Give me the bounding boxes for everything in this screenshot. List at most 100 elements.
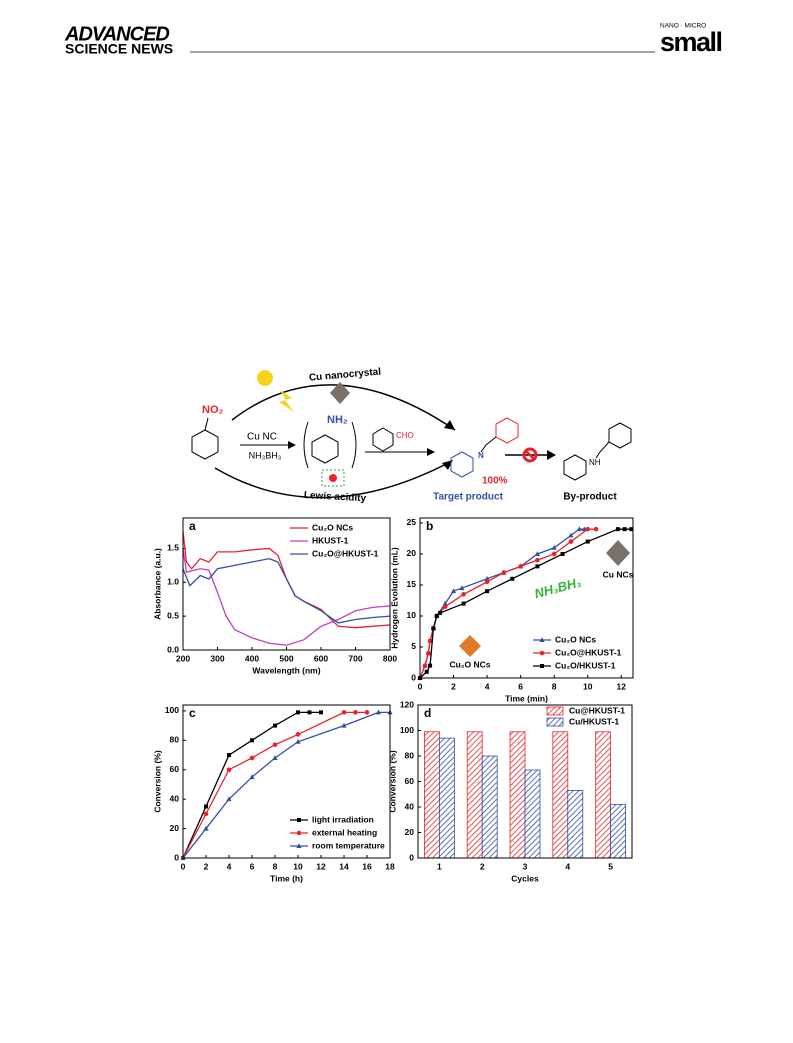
x-tick-label: 12: [617, 681, 627, 691]
light: [279, 390, 294, 412]
benzene: [563, 454, 587, 481]
marker: [585, 526, 591, 532]
marker: [442, 600, 448, 606]
series-line: [182, 548, 391, 646]
x-tick-label: 2: [451, 681, 456, 691]
y-tick-label: 40: [170, 793, 180, 803]
marker: [568, 532, 574, 538]
benzene: [311, 434, 339, 464]
panel-label: a: [189, 519, 196, 533]
marker: [450, 588, 457, 594]
marker: [484, 575, 490, 581]
y-tick-label: 0: [174, 852, 179, 862]
marker: [534, 551, 541, 556]
forbidden-bar: [525, 450, 535, 460]
bar: [424, 731, 440, 859]
y-tick-label: 1.5: [167, 543, 179, 553]
legend-label: Cu@HKUST-1: [569, 705, 625, 715]
legend-label: room temperature: [312, 840, 385, 850]
x-tick-label: 14: [339, 861, 349, 871]
y-tick-label: 1.0: [167, 577, 179, 587]
x-tick-label: 18: [385, 861, 395, 871]
y-tick-label: 25: [407, 517, 417, 527]
arrow-head: [288, 441, 296, 449]
arrow-head: [547, 450, 556, 460]
x-tick-label: 2: [480, 861, 485, 871]
y-tick-label: 100: [400, 725, 414, 735]
y-tick-label: 60: [170, 764, 180, 774]
x-tick-label: 4: [565, 861, 570, 871]
plot-frame: [182, 517, 391, 651]
target-label: Target product: [433, 492, 503, 503]
marker: [249, 774, 255, 780]
marker: [203, 825, 209, 831]
y-tick-label: 0.0: [167, 644, 179, 654]
legend-label: Cu₂O@HKUST-1: [312, 548, 379, 558]
marker: [204, 804, 208, 809]
y-tick-label: 0: [411, 672, 416, 682]
bar: [466, 731, 483, 859]
mof-icon: [321, 469, 345, 487]
marker: [295, 732, 301, 737]
marker: [297, 818, 301, 822]
marker: [485, 589, 490, 594]
marker: [551, 544, 557, 550]
marker: [459, 585, 465, 591]
aldehyde: CHO: [396, 431, 414, 440]
panel-label: c: [189, 706, 196, 720]
y-tick-label: 60: [405, 776, 415, 786]
marker: [307, 710, 312, 715]
marker: [227, 753, 231, 758]
arrow-top: [231, 384, 456, 431]
panel-label: d: [424, 706, 431, 720]
marker: [226, 796, 232, 802]
bond: [480, 436, 497, 453]
plot-frame: [417, 704, 633, 859]
x-tick-label: 300: [210, 653, 224, 663]
imine-n: N: [478, 451, 484, 460]
marker: [272, 742, 278, 748]
top-label: Cu nanocrystal: [309, 366, 382, 383]
x-tick-label: 600: [314, 653, 328, 663]
marker: [560, 551, 565, 556]
x-tick-label: 6: [518, 681, 523, 691]
legend-label: Cu₂O@HKUST-1: [555, 647, 622, 657]
bar: [610, 804, 626, 859]
marker: [422, 663, 428, 668]
brackets: [303, 421, 357, 469]
annotation: Cu₂O NCs: [449, 659, 490, 669]
sun: [257, 370, 273, 386]
x-axis-title: Time (h): [270, 873, 303, 883]
x-axis-title: Cycles: [511, 873, 539, 883]
marker: [296, 843, 302, 848]
marker: [593, 526, 599, 532]
benzene: [191, 429, 219, 460]
marker: [226, 767, 232, 773]
x-tick-label: 8: [273, 861, 278, 871]
marker: [375, 709, 382, 715]
y-tick-label: 5: [411, 641, 416, 651]
x-tick-label: 3: [523, 861, 528, 871]
x-tick-label: 12: [316, 861, 326, 871]
bar: [524, 769, 541, 859]
marker: [438, 610, 443, 615]
x-tick-label: 800: [383, 653, 397, 663]
marker: [364, 710, 370, 715]
panel-label: b: [426, 519, 433, 533]
x-tick-label: 10: [583, 681, 593, 691]
x-tick-label: 5: [608, 861, 613, 871]
marker: [461, 591, 466, 597]
journal-title: small: [660, 27, 722, 57]
amine-n: NH: [589, 458, 601, 467]
x-axis-title: Wavelength (nm): [252, 665, 320, 675]
catalyst: Cu NC: [247, 432, 277, 443]
bond: [204, 417, 209, 431]
arrow-head: [442, 460, 453, 470]
x-tick-label: 0: [418, 681, 423, 691]
marker: [622, 527, 627, 532]
legend-swatch: [546, 706, 564, 716]
marker: [539, 637, 545, 642]
marker: [535, 557, 540, 563]
benzene: [608, 422, 632, 449]
x-tick-label: 4: [227, 861, 232, 871]
